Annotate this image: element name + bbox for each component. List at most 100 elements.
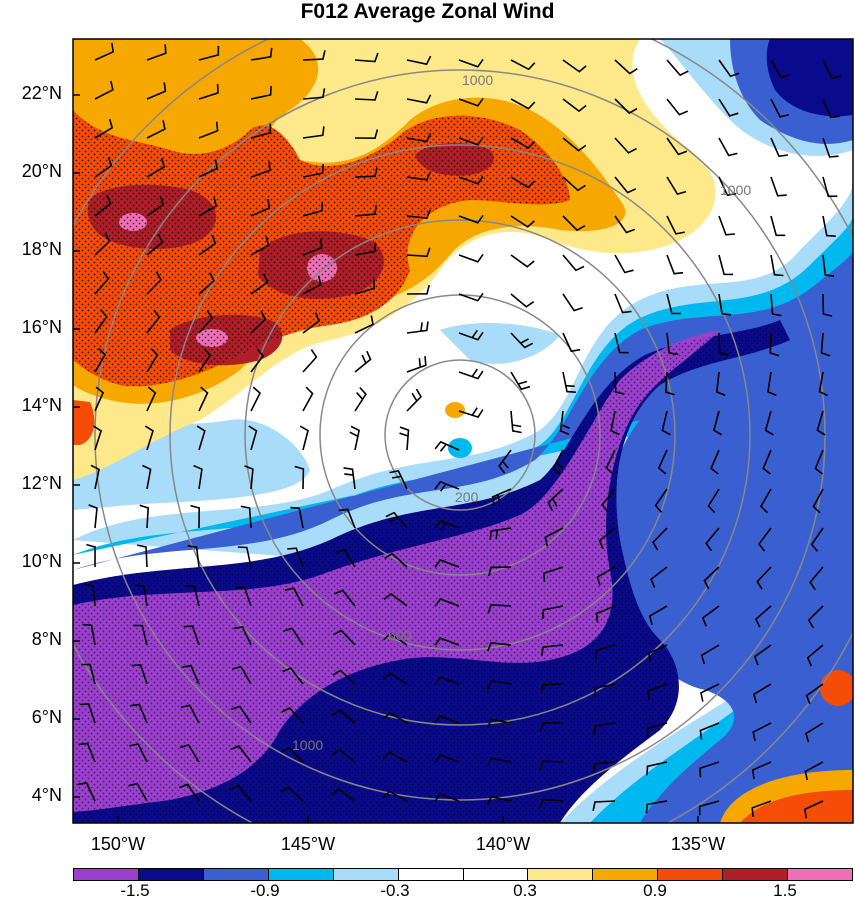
wind-barb	[718, 59, 740, 78]
wind-barb	[666, 332, 679, 356]
colorbar-cell	[203, 869, 269, 880]
wind-barb	[406, 171, 432, 181]
wind-barb	[294, 465, 305, 490]
wind-barb	[302, 88, 326, 100]
wind-barb	[510, 254, 535, 268]
wind-barb	[94, 386, 105, 412]
wind-barb	[146, 82, 167, 100]
wind-barb	[822, 59, 841, 79]
wind-barb	[146, 309, 161, 334]
wind-barb	[434, 440, 460, 452]
wind-barb	[230, 745, 252, 763]
wind-barb	[562, 332, 581, 353]
wind-barb	[434, 676, 460, 685]
wind-barb	[822, 254, 835, 277]
wind-barb	[434, 598, 460, 607]
wind-barb	[82, 623, 96, 646]
wind-barb	[756, 566, 772, 590]
wind-barb	[751, 761, 772, 780]
wind-barb	[144, 425, 154, 451]
wind-barb	[820, 332, 831, 357]
colorbar-cell	[723, 869, 789, 880]
wind-barb	[331, 788, 356, 802]
wind-barb	[196, 425, 206, 451]
wind-barb	[287, 547, 304, 568]
wind-barb	[198, 83, 219, 100]
colorbar-cell	[333, 869, 399, 880]
wind-barb	[562, 137, 587, 152]
wind-barb	[754, 605, 772, 628]
wind-barb	[198, 45, 220, 61]
wind-barb	[78, 742, 96, 763]
wind-barb	[86, 543, 96, 568]
wind-barb	[406, 55, 432, 66]
wind-barb	[458, 175, 484, 185]
wind-barb	[302, 201, 324, 217]
wind-barbs	[77, 42, 841, 819]
wind-barb	[816, 410, 826, 436]
wind-barb	[510, 59, 536, 71]
wind-barb	[434, 715, 460, 724]
wind-barb	[710, 449, 720, 475]
wind-barb	[486, 795, 512, 806]
wind-barb	[510, 98, 536, 110]
wind-barb	[354, 350, 372, 373]
colorbar	[73, 868, 853, 881]
colorbar-cell	[74, 869, 139, 880]
wind-barb	[769, 332, 780, 357]
wind-barb	[302, 349, 318, 373]
wind-barb	[488, 566, 512, 577]
wind-barb	[458, 407, 484, 419]
wind-barb	[552, 449, 564, 475]
colorbar-cell	[398, 869, 464, 880]
wind-barb	[94, 232, 111, 256]
wind-barb	[592, 800, 616, 811]
wind-barb	[540, 683, 564, 694]
wind-barb	[290, 506, 304, 529]
wind-barb	[510, 137, 536, 149]
wind-barb	[487, 641, 512, 652]
wind-barb	[510, 371, 531, 391]
wind-barb	[698, 800, 720, 816]
wind-barb	[333, 589, 356, 607]
wind-barb	[250, 310, 267, 334]
wind-barb	[434, 559, 460, 568]
wind-barb	[700, 683, 720, 702]
wind-barb	[434, 754, 460, 763]
wind-barb	[605, 449, 616, 475]
wind-barb	[822, 98, 840, 119]
wind-barb	[770, 176, 787, 197]
wind-barb	[185, 585, 200, 607]
wind-barb	[804, 761, 824, 781]
wind-barb	[331, 748, 356, 763]
wind-barb	[487, 603, 512, 614]
wind-barb	[94, 194, 112, 217]
wind-barb	[181, 664, 200, 685]
wind-barb	[751, 800, 772, 817]
wind-barb	[614, 371, 625, 395]
wind-barb	[458, 97, 484, 107]
wind-barb	[699, 761, 720, 778]
wind-barb	[458, 368, 484, 380]
wind-barb	[198, 272, 215, 295]
wind-barb	[130, 703, 148, 724]
field-w-red	[73, 400, 95, 445]
wind-barb	[666, 98, 689, 116]
field-medium-blue	[73, 250, 853, 823]
wind-barb	[757, 527, 772, 552]
wind-barb	[332, 629, 356, 646]
wind-barb	[190, 504, 201, 529]
wind-barb	[299, 425, 309, 451]
wind-barb	[701, 605, 720, 627]
wind-barb	[718, 215, 735, 236]
wind-barb	[646, 761, 668, 776]
wind-barb	[135, 584, 148, 607]
wind-barb	[128, 782, 148, 802]
wind-barb	[562, 98, 587, 113]
wind-barb	[718, 98, 739, 117]
wind-barb	[544, 527, 564, 547]
wind-barb	[146, 157, 166, 178]
wind-barb	[666, 137, 688, 156]
field-light-blue-n	[440, 323, 560, 364]
wind-barb	[562, 371, 576, 393]
